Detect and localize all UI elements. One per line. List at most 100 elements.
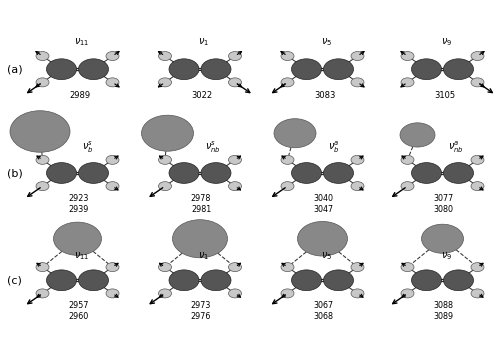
Circle shape [412, 270, 442, 291]
Text: 3022: 3022 [192, 91, 212, 100]
Circle shape [281, 52, 294, 61]
Circle shape [54, 222, 102, 255]
Text: $\nu_{5}$: $\nu_{5}$ [321, 251, 332, 262]
Text: 3040
3047: 3040 3047 [314, 194, 334, 214]
Text: $\nu_{nb}^a$: $\nu_{nb}^a$ [448, 139, 463, 155]
Circle shape [46, 163, 76, 183]
Circle shape [471, 155, 484, 164]
Text: $\nu_{9}$: $\nu_{9}$ [441, 251, 452, 262]
Circle shape [78, 163, 108, 183]
Circle shape [46, 59, 76, 80]
Circle shape [142, 115, 194, 151]
Circle shape [36, 182, 49, 191]
Circle shape [351, 52, 364, 61]
Circle shape [36, 155, 49, 164]
Circle shape [106, 78, 119, 87]
Circle shape [400, 123, 435, 147]
Circle shape [169, 270, 199, 291]
Text: 3083: 3083 [314, 91, 335, 100]
Circle shape [351, 263, 364, 272]
Circle shape [281, 289, 294, 298]
Text: $\nu_{1}$: $\nu_{1}$ [198, 36, 209, 48]
Circle shape [172, 220, 228, 258]
Circle shape [106, 52, 119, 61]
Text: $\nu_{9}$: $\nu_{9}$ [441, 36, 452, 48]
Circle shape [324, 59, 354, 80]
Text: $\nu_{5}$: $\nu_{5}$ [321, 36, 332, 48]
Circle shape [36, 78, 49, 87]
Circle shape [444, 59, 474, 80]
Circle shape [412, 163, 442, 183]
Text: (c): (c) [8, 275, 22, 285]
Circle shape [228, 182, 241, 191]
Circle shape [281, 182, 294, 191]
Text: 3077
3080: 3077 3080 [434, 194, 454, 214]
Circle shape [471, 263, 484, 272]
Circle shape [351, 78, 364, 87]
Circle shape [158, 182, 172, 191]
Circle shape [351, 155, 364, 164]
Circle shape [471, 52, 484, 61]
Circle shape [412, 59, 442, 80]
Circle shape [471, 182, 484, 191]
Circle shape [401, 289, 414, 298]
Circle shape [36, 289, 49, 298]
Circle shape [228, 155, 241, 164]
Circle shape [78, 270, 108, 291]
Circle shape [10, 111, 70, 152]
Circle shape [106, 155, 119, 164]
Circle shape [78, 59, 108, 80]
Circle shape [169, 59, 199, 80]
Circle shape [158, 289, 172, 298]
Circle shape [281, 155, 294, 164]
Circle shape [444, 270, 474, 291]
Circle shape [471, 78, 484, 87]
Text: 2978
2981: 2978 2981 [191, 194, 211, 214]
Circle shape [324, 270, 354, 291]
Circle shape [201, 59, 231, 80]
Text: 2923
2939: 2923 2939 [68, 194, 88, 214]
Circle shape [274, 119, 316, 148]
Circle shape [228, 289, 241, 298]
Circle shape [158, 52, 172, 61]
Circle shape [351, 182, 364, 191]
Circle shape [158, 263, 172, 272]
Circle shape [401, 52, 414, 61]
Text: (b): (b) [8, 168, 23, 178]
Circle shape [281, 263, 294, 272]
Circle shape [46, 270, 76, 291]
Circle shape [201, 270, 231, 291]
Text: $\nu_{11}$: $\nu_{11}$ [74, 251, 89, 262]
Circle shape [158, 155, 172, 164]
Circle shape [106, 289, 119, 298]
Text: 2973
2976: 2973 2976 [191, 301, 211, 321]
Circle shape [292, 163, 322, 183]
Circle shape [401, 78, 414, 87]
Circle shape [158, 78, 172, 87]
Text: $\nu_{1}$: $\nu_{1}$ [198, 251, 209, 262]
Circle shape [169, 163, 199, 183]
Text: 3067
3068: 3067 3068 [314, 301, 334, 321]
Circle shape [201, 163, 231, 183]
Text: $\nu_{nb}^s$: $\nu_{nb}^s$ [205, 139, 220, 155]
Circle shape [36, 263, 49, 272]
Text: $\nu_b^a$: $\nu_b^a$ [328, 139, 339, 155]
Circle shape [471, 289, 484, 298]
Circle shape [401, 155, 414, 164]
Circle shape [228, 78, 241, 87]
Circle shape [36, 52, 49, 61]
Circle shape [351, 289, 364, 298]
Circle shape [292, 59, 322, 80]
Circle shape [228, 263, 241, 272]
Circle shape [401, 182, 414, 191]
Circle shape [106, 182, 119, 191]
Text: 2989: 2989 [69, 91, 90, 100]
Circle shape [228, 52, 241, 61]
Circle shape [106, 263, 119, 272]
Text: 3088
3089: 3088 3089 [434, 301, 454, 321]
Circle shape [292, 270, 322, 291]
Circle shape [324, 163, 354, 183]
Circle shape [298, 221, 348, 256]
Circle shape [401, 263, 414, 272]
Text: 3105: 3105 [434, 91, 455, 100]
